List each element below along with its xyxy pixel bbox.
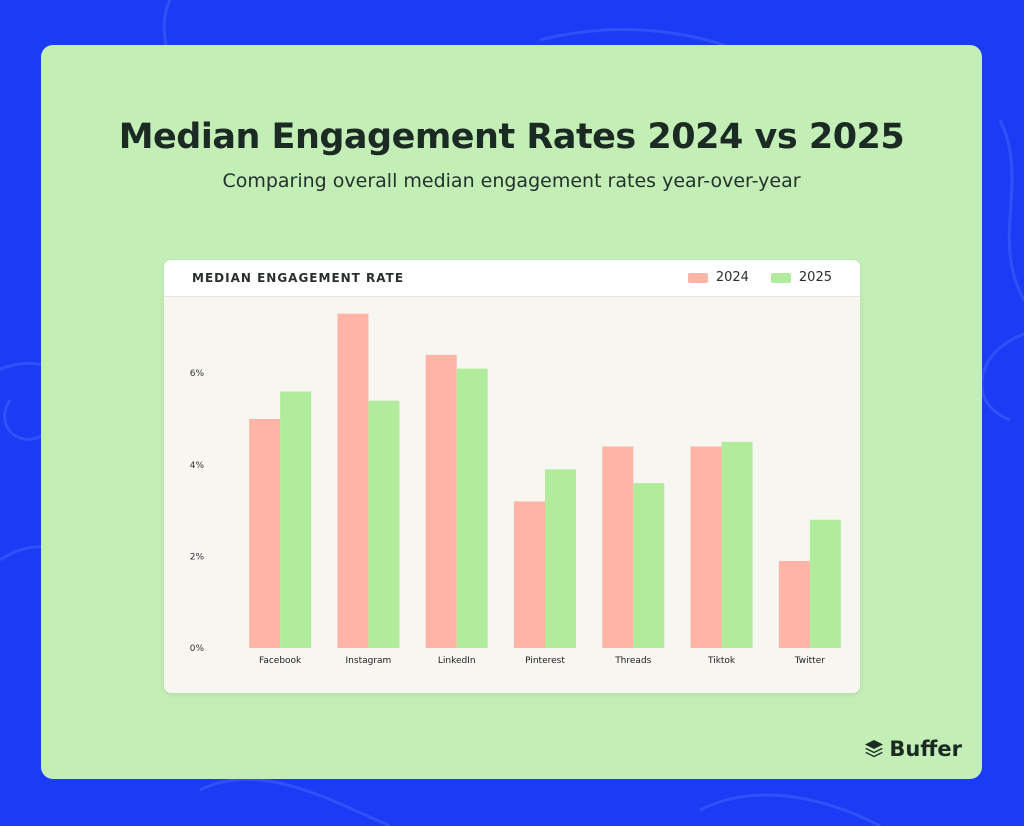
bar-chart: 0% 2% 4% 6% Facebook Instagram LinkedIn Pintere… [190,313,841,666]
x-tick-label: Instagram [346,656,392,666]
bar-2024-facebook [249,419,281,648]
x-tick-label: LinkedIn [438,656,476,666]
x-tick-label: Twitter [794,656,825,666]
bar-2024-linkedin [425,354,457,648]
bar-2024-instagram [337,313,369,648]
legend-label-2024: 2024 [715,270,749,285]
buffer-logo: Buffer [863,737,962,761]
bar-2024-pinterest [514,501,545,648]
chart-card-header: MEDIAN ENGAGEMENT RATE 2024 2025 [164,260,860,297]
bar-2025-tiktok [721,441,753,648]
legend-item-2025: 2025 [770,270,832,285]
bar-2025-instagram [368,400,400,648]
bar-2024-tiktok [690,446,722,648]
legend-swatch-2024 [687,272,708,283]
y-tick-label: 4% [190,461,205,471]
bar-2025-pinterest [545,469,576,648]
bar-2024-twitter [778,560,810,648]
chart-title: MEDIAN ENGAGEMENT RATE [192,271,405,285]
bar-2025-threads [633,483,665,648]
bar-2025-facebook [280,391,312,648]
chart-legend: 2024 2025 [687,270,832,285]
x-tick-label: Pinterest [525,656,565,666]
x-tick-label: Tiktok [707,656,736,666]
x-tick-label: Facebook [259,656,302,666]
page-title: Median Engagement Rates 2024 vs 2025 [118,117,905,157]
page-subtitle: Comparing overall median engagement rate… [222,170,801,192]
y-tick-label: 6% [190,369,205,379]
main-panel: Median Engagement Rates 2024 vs 2025 Com… [41,45,982,779]
x-tick-label: Threads [614,656,651,666]
y-tick-label: 0% [190,644,205,654]
legend-item-2024: 2024 [687,270,749,285]
legend-label-2025: 2025 [798,270,832,285]
y-tick-label: 2% [190,552,205,562]
bar-2024-threads [602,446,634,648]
chart-card: MEDIAN ENGAGEMENT RATE 2024 2025 0% 2% 4% 6… [164,260,860,693]
buffer-layers-icon [865,740,884,758]
legend-swatch-2025 [770,272,791,283]
brand-name: Buffer [889,737,962,761]
bar-2025-linkedin [456,368,488,648]
bar-2025-twitter [809,519,841,648]
